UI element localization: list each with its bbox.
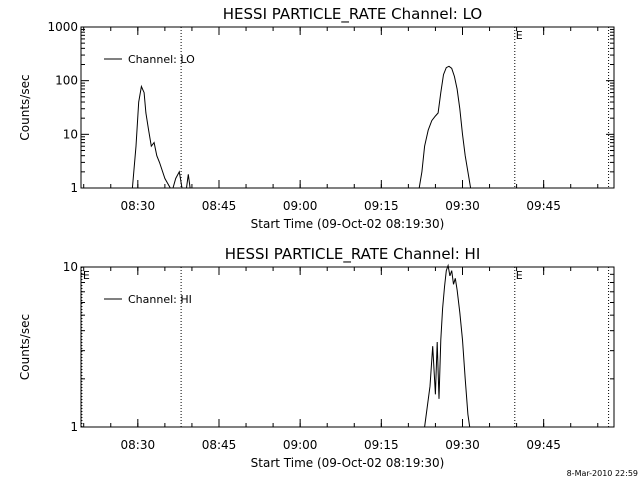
x-tick-label: 09:15 — [364, 199, 399, 213]
y-tick-label: 1000 — [47, 20, 78, 34]
chart-title: HESSI PARTICLE_RATE Channel: HI — [225, 245, 481, 264]
y-tick-label: 100 — [55, 74, 78, 88]
y-axis-label: Counts/sec — [18, 314, 32, 380]
series-line — [424, 263, 471, 428]
x-axis-label: Start Time (09-Oct-02 08:19:30) — [251, 456, 445, 470]
series-line — [131, 65, 479, 189]
x-tick-label: 09:15 — [364, 438, 399, 452]
chart-title: HESSI PARTICLE_RATE Channel: LO — [223, 5, 482, 24]
x-tick-label: 09:45 — [526, 438, 561, 452]
y-tick-label: 1 — [70, 181, 78, 195]
x-axis-label: Start Time (09-Oct-02 08:19:30) — [251, 217, 445, 231]
y-tick-label: 10 — [63, 127, 78, 141]
time-marker-label: E — [83, 269, 90, 282]
x-tick-label: 08:45 — [202, 438, 237, 452]
plot-frame — [80, 26, 615, 189]
y-tick-label: 10 — [63, 260, 78, 274]
x-tick-label: 09:30 — [445, 199, 480, 213]
x-tick-label: 08:30 — [121, 199, 156, 213]
x-tick-label: 09:45 — [526, 199, 561, 213]
legend-entry: Channel: HI — [128, 293, 192, 306]
x-tick-label: 08:30 — [121, 438, 156, 452]
x-tick-label: 09:30 — [445, 438, 480, 452]
footer-timestamp: 8-Mar-2010 22:59 — [566, 469, 638, 478]
plot-frame — [80, 266, 615, 428]
legend-entry: Channel: LO — [128, 53, 195, 66]
y-tick-label: 1 — [70, 420, 78, 434]
y-axis-label: Counts/sec — [18, 74, 32, 140]
x-tick-label: 09:00 — [283, 438, 318, 452]
time-marker-label: E — [516, 269, 523, 282]
time-marker-label: E — [516, 29, 523, 42]
x-tick-label: 08:45 — [202, 199, 237, 213]
x-tick-label: 09:00 — [283, 199, 318, 213]
